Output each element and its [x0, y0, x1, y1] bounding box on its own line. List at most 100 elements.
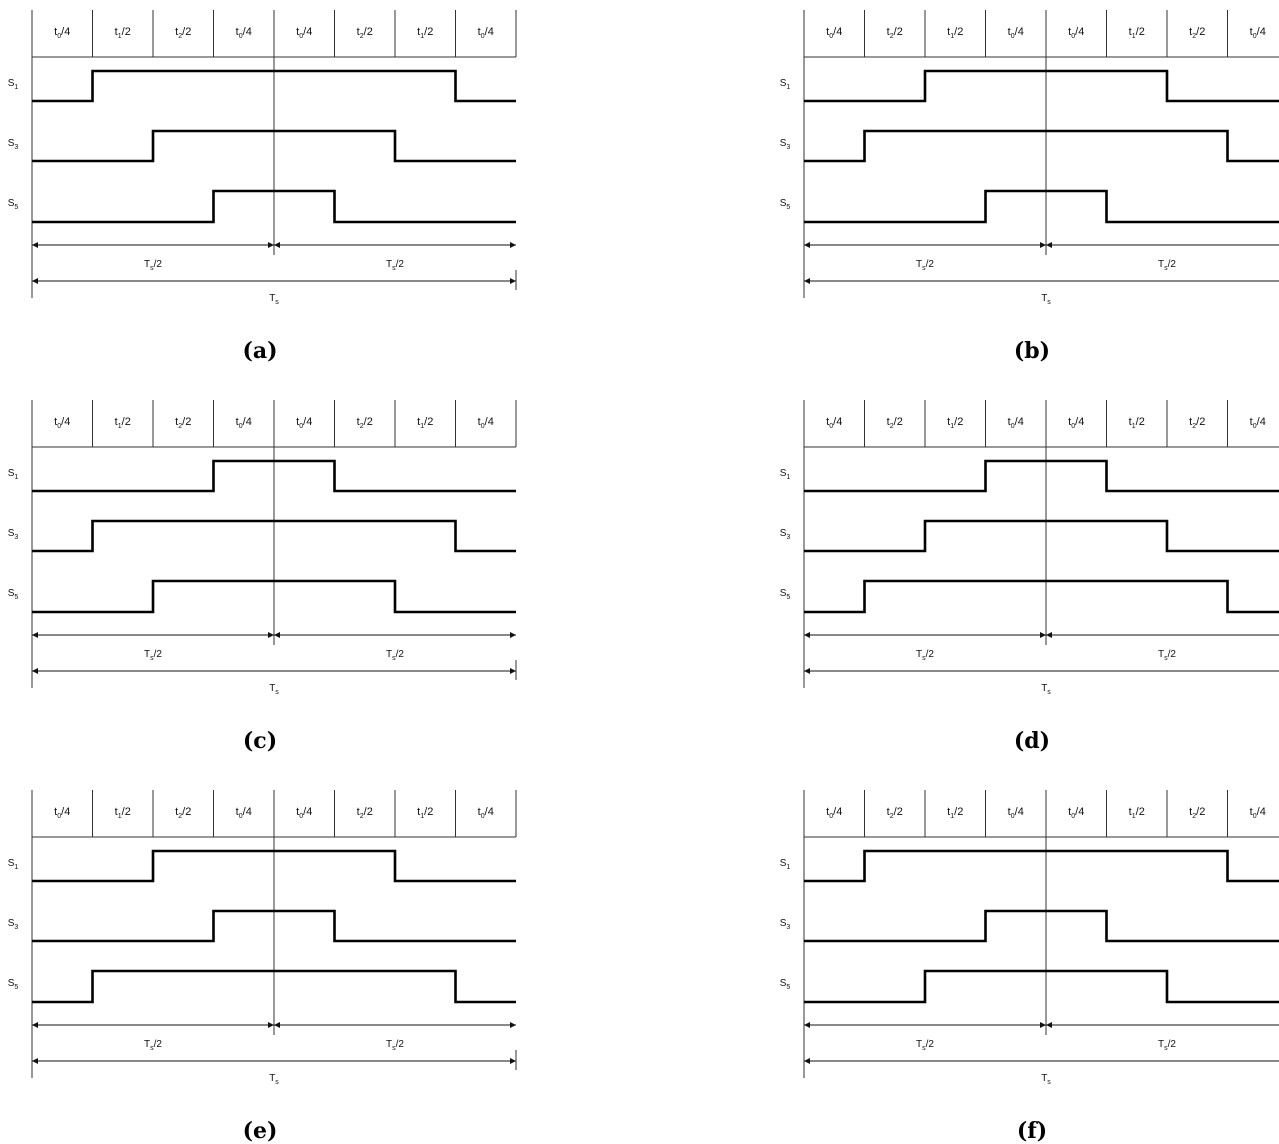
interval-label: t2/2: [1189, 806, 1205, 820]
half-period-label: Ts/2: [1158, 649, 1176, 662]
arrow-left: [804, 632, 810, 638]
interval-label: t0/4: [1250, 416, 1266, 430]
period-label: Ts: [1041, 293, 1051, 306]
arrow-left: [804, 242, 810, 248]
period-label: Ts: [269, 1073, 279, 1086]
arrow-left: [1046, 1022, 1052, 1028]
half-period-label: Ts/2: [144, 1039, 162, 1052]
period-label: Ts: [1041, 1073, 1051, 1086]
interval-label: t1/2: [417, 806, 433, 820]
panel-caption: (f): [1017, 1118, 1047, 1144]
signal-label: S3: [8, 528, 19, 541]
signal-waveform-s1: [32, 459, 516, 493]
interval-label: t1/2: [115, 416, 131, 430]
interval-label: t2/2: [175, 26, 191, 40]
panel-f: t0/4 t2/2 t1/2 t0/4 t0/4 t1/2 t2/2 t0/4 S1 S3 S5 Ts…: [780, 790, 1279, 1144]
signal-waveform-s1: [804, 849, 1279, 883]
arrow-left: [32, 632, 38, 638]
interval-label: t0/4: [54, 26, 70, 40]
interval-label: t0/4: [1068, 806, 1084, 820]
signal-label: S5: [8, 978, 19, 991]
half-period-label: Ts/2: [916, 1039, 934, 1052]
signal-waveform-s1: [32, 69, 516, 103]
panel-d: t0/4 t2/2 t1/2 t0/4 t0/4 t1/2 t2/2 t0/4 S1 S3 S5 Ts…: [780, 400, 1279, 754]
arrow-right: [510, 668, 516, 674]
arrow-left: [274, 242, 280, 248]
signal-label: S5: [780, 198, 791, 211]
panel-a: t0/4 t1/2 t2/2 t0/4 t0/4 t2/2 t1/2 t0/4 S1 S3 S5 Ts…: [8, 10, 517, 364]
arrow-left: [32, 242, 38, 248]
signal-waveform-s5: [804, 579, 1279, 614]
signal-label: S3: [8, 138, 19, 151]
arrow-left: [32, 1058, 38, 1064]
panel-caption: (a): [242, 338, 277, 364]
interval-label: t2/2: [1189, 416, 1205, 430]
interval-label: t1/2: [115, 806, 131, 820]
arrow-right: [510, 1022, 516, 1028]
arrow-left: [1046, 242, 1052, 248]
signal-label: S5: [780, 588, 791, 601]
arrow-left: [32, 668, 38, 674]
signal-waveform-s3: [804, 129, 1279, 163]
interval-label: t0/4: [296, 416, 312, 430]
arrow-right: [268, 632, 274, 638]
half-period-label: Ts/2: [1158, 259, 1176, 272]
panel-caption: (b): [1014, 338, 1050, 364]
interval-label: t0/4: [1250, 806, 1266, 820]
signal-label: S1: [8, 468, 19, 481]
half-period-label: Ts/2: [144, 259, 162, 272]
arrow-right: [1040, 1022, 1046, 1028]
signal-label: S5: [780, 978, 791, 991]
interval-label: t0/4: [236, 26, 252, 40]
half-period-label: Ts/2: [386, 1039, 404, 1052]
arrow-left: [804, 1022, 810, 1028]
arrow-right: [510, 242, 516, 248]
arrow-right: [1040, 632, 1046, 638]
arrow-left: [32, 278, 38, 284]
period-label: Ts: [1041, 683, 1051, 696]
signal-label: S5: [8, 588, 19, 601]
half-period-label: Ts/2: [1158, 1039, 1176, 1052]
interval-label: t1/2: [1129, 806, 1145, 820]
panel-caption: (c): [243, 728, 277, 754]
signal-waveform-s3: [804, 519, 1279, 553]
interval-label: t2/2: [175, 806, 191, 820]
half-period-label: Ts/2: [386, 259, 404, 272]
half-period-label: Ts/2: [916, 649, 934, 662]
panel-b: t0/4 t2/2 t1/2 t0/4 t0/4 t1/2 t2/2 t0/4 S1 S3 S5 Ts…: [780, 10, 1279, 364]
signal-label: S3: [8, 918, 19, 931]
signal-waveform-s1: [32, 849, 516, 883]
signal-waveform-s5: [804, 189, 1279, 224]
signal-waveform-s3: [804, 909, 1279, 943]
signal-waveform-s1: [804, 69, 1279, 103]
period-label: Ts: [269, 683, 279, 696]
arrow-left: [1046, 632, 1052, 638]
panel-caption: (e): [243, 1118, 278, 1144]
signal-waveform-s1: [804, 459, 1279, 493]
interval-label: t1/2: [417, 26, 433, 40]
signal-label: S1: [780, 468, 791, 481]
signal-label: S3: [780, 918, 791, 931]
interval-label: t0/4: [826, 416, 842, 430]
interval-label: t1/2: [947, 806, 963, 820]
interval-label: t2/2: [1189, 26, 1205, 40]
interval-label: t0/4: [296, 26, 312, 40]
interval-label: t2/2: [887, 806, 903, 820]
interval-label: t0/4: [478, 806, 494, 820]
signal-waveform-s5: [32, 579, 516, 614]
interval-label: t1/2: [1129, 26, 1145, 40]
signal-label: S1: [780, 858, 791, 871]
signal-label: S3: [780, 528, 791, 541]
interval-label: t0/4: [478, 26, 494, 40]
interval-label: t0/4: [826, 26, 842, 40]
signal-label: S5: [8, 198, 19, 211]
interval-label: t0/4: [54, 416, 70, 430]
signal-label: S1: [8, 858, 19, 871]
interval-label: t0/4: [1008, 26, 1024, 40]
half-period-label: Ts/2: [916, 259, 934, 272]
signal-label: S1: [8, 78, 19, 91]
interval-label: t2/2: [357, 416, 373, 430]
interval-label: t0/4: [1068, 416, 1084, 430]
period-label: Ts: [269, 293, 279, 306]
arrow-right: [1040, 242, 1046, 248]
